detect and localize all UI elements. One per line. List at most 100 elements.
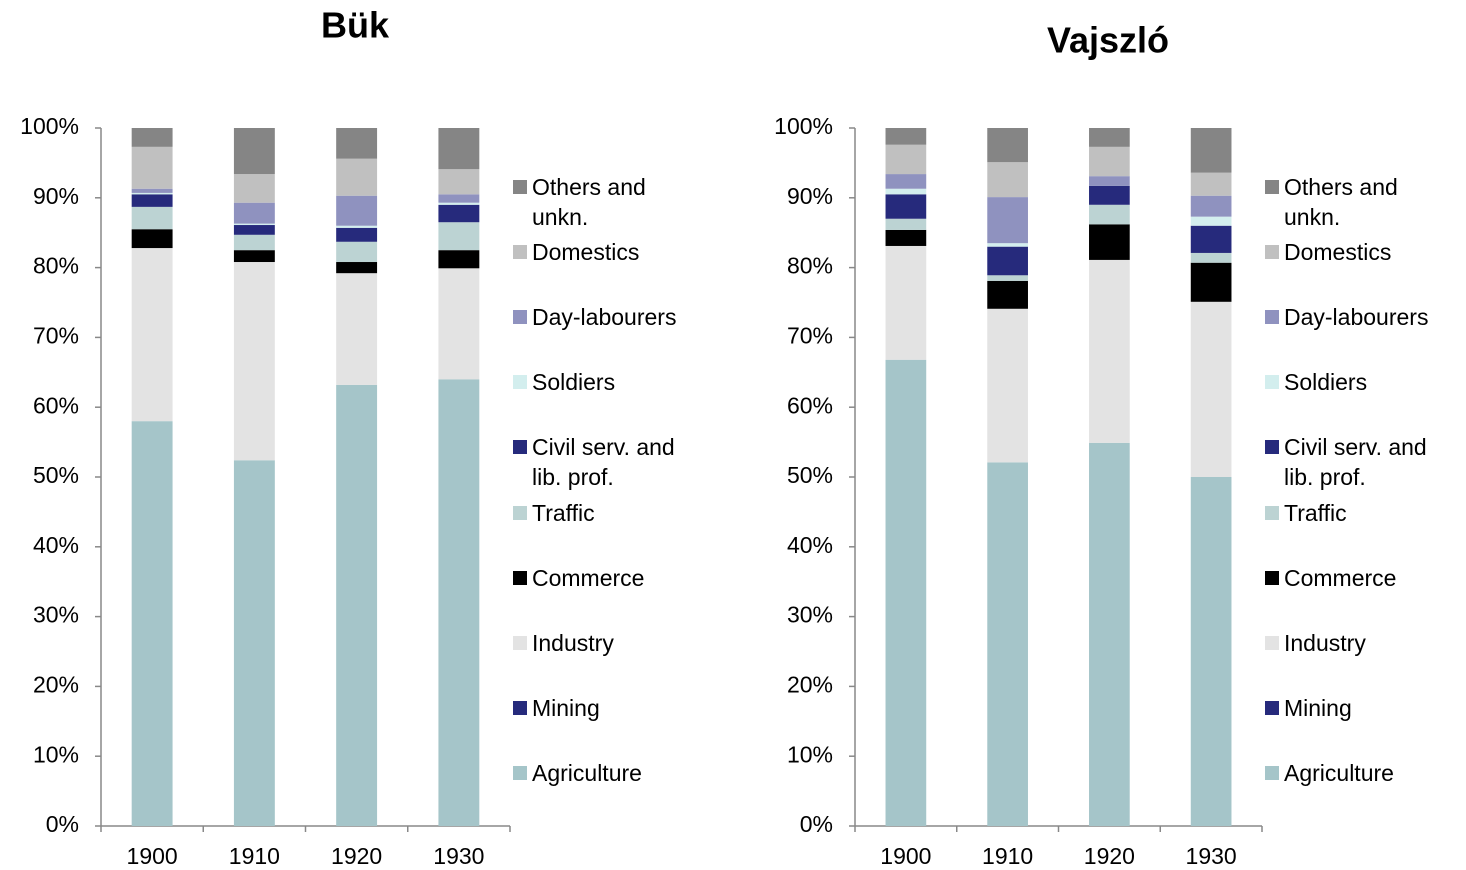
bar-segment — [987, 462, 1028, 826]
bar-segment — [885, 174, 927, 189]
chart-title: Vajszló — [1047, 20, 1169, 61]
bar-segment — [1190, 477, 1232, 826]
bar-segment — [131, 146, 173, 189]
y-tick-label: 90% — [787, 183, 833, 209]
bar-segment — [987, 246, 1028, 276]
legend-swatch — [513, 700, 527, 715]
y-tick-label: 90% — [33, 183, 79, 209]
y-tick-label: 60% — [787, 392, 833, 418]
y-tick-label: 20% — [33, 671, 79, 697]
y-tick-label: 40% — [787, 532, 833, 558]
x-tick-label: 1910 — [229, 843, 280, 869]
bar-segment — [987, 243, 1028, 247]
bar-segment — [131, 194, 173, 207]
bar-segment — [1089, 442, 1130, 826]
legend-label: Others and unkn. — [532, 174, 646, 230]
bar-segment — [233, 202, 275, 224]
bar-segment — [1190, 172, 1232, 196]
bar-segment — [987, 280, 1028, 309]
bar-segment — [438, 194, 480, 203]
bar-segment — [131, 248, 173, 422]
y-tick-label: 80% — [787, 253, 833, 279]
bar-segment — [438, 250, 480, 269]
bar-segment — [1089, 176, 1130, 186]
bar-segment — [131, 421, 173, 826]
bar-segment — [336, 384, 378, 826]
bar-segment — [1190, 195, 1232, 217]
legend-swatch — [1265, 180, 1279, 194]
x-tick-label: 1930 — [433, 843, 484, 869]
bar-segment — [1190, 301, 1232, 477]
bar-segment — [131, 192, 173, 195]
legend-label: Soldiers — [1284, 369, 1368, 396]
legend-swatch — [1265, 440, 1279, 455]
y-tick-label: 100% — [774, 113, 833, 139]
bar-segment — [438, 204, 480, 223]
bar-segment — [885, 218, 927, 230]
y-tick-label: 50% — [787, 462, 833, 488]
bar-segment — [233, 250, 275, 263]
legend-label: Traffic — [532, 499, 595, 526]
bar-segment — [885, 245, 927, 360]
bar-segment — [1190, 128, 1232, 173]
legend-label: Others and unkn. — [1284, 174, 1398, 230]
y-tick-label: 40% — [33, 532, 79, 558]
legend-label: Mining — [1284, 694, 1352, 721]
x-tick-label: 1910 — [982, 843, 1033, 869]
y-tick-label: 0% — [800, 811, 833, 837]
bar-segment — [131, 188, 173, 193]
bar-segment — [233, 223, 275, 226]
bar-segment — [438, 268, 480, 380]
legend-swatch — [1265, 375, 1279, 390]
bar-segment — [987, 197, 1028, 244]
chart-title: Bük — [321, 5, 390, 46]
bar-segment — [1089, 128, 1130, 147]
bar-segment — [131, 206, 173, 230]
bar-segment — [233, 460, 275, 826]
x-tick-label: 1930 — [1186, 843, 1237, 869]
y-tick-label: 30% — [787, 602, 833, 628]
bar-segment — [233, 262, 275, 461]
bar-segment — [1190, 252, 1232, 263]
bar-segment — [987, 128, 1028, 163]
bar-segment — [987, 162, 1028, 198]
bar-segment — [438, 222, 480, 251]
bar-segment — [336, 241, 378, 263]
bar-segment — [1089, 259, 1130, 443]
bar-segment — [1089, 224, 1130, 260]
legend-label: Day-labourers — [532, 304, 677, 331]
bar-segment — [987, 308, 1028, 463]
bar-segment — [885, 128, 927, 145]
legend-label: Agriculture — [1284, 759, 1394, 786]
bar-segment — [233, 128, 275, 175]
legend-swatch — [513, 505, 527, 520]
legend-swatch — [1265, 245, 1279, 260]
legend-swatch — [513, 180, 527, 194]
y-tick-label: 10% — [787, 741, 833, 767]
bar-segment — [1089, 146, 1130, 177]
bar-segment — [336, 128, 378, 159]
bar-segment — [438, 379, 480, 826]
y-tick-label: 70% — [33, 322, 79, 348]
bar-segment — [233, 225, 275, 235]
y-tick-label: 50% — [33, 462, 79, 488]
bar-segment — [233, 174, 275, 203]
legend-label: Industry — [532, 629, 614, 656]
legend-swatch — [513, 375, 527, 390]
legend-swatch — [1265, 505, 1279, 520]
bar-segment — [336, 273, 378, 385]
x-tick-label: 1900 — [127, 843, 178, 869]
bar-segment — [1089, 204, 1130, 225]
legend-swatch — [513, 245, 527, 260]
legend-swatch — [1265, 765, 1279, 780]
legend-label: Soldiers — [532, 369, 616, 396]
bar-segment — [885, 229, 927, 246]
legend-swatch — [1265, 700, 1279, 715]
legend-label: Agriculture — [532, 759, 642, 786]
legend-label: Civil serv. and lib. prof. — [1284, 434, 1427, 491]
bar-segment — [1190, 262, 1232, 302]
y-tick-label: 60% — [33, 392, 79, 418]
bar-segment — [233, 234, 275, 251]
